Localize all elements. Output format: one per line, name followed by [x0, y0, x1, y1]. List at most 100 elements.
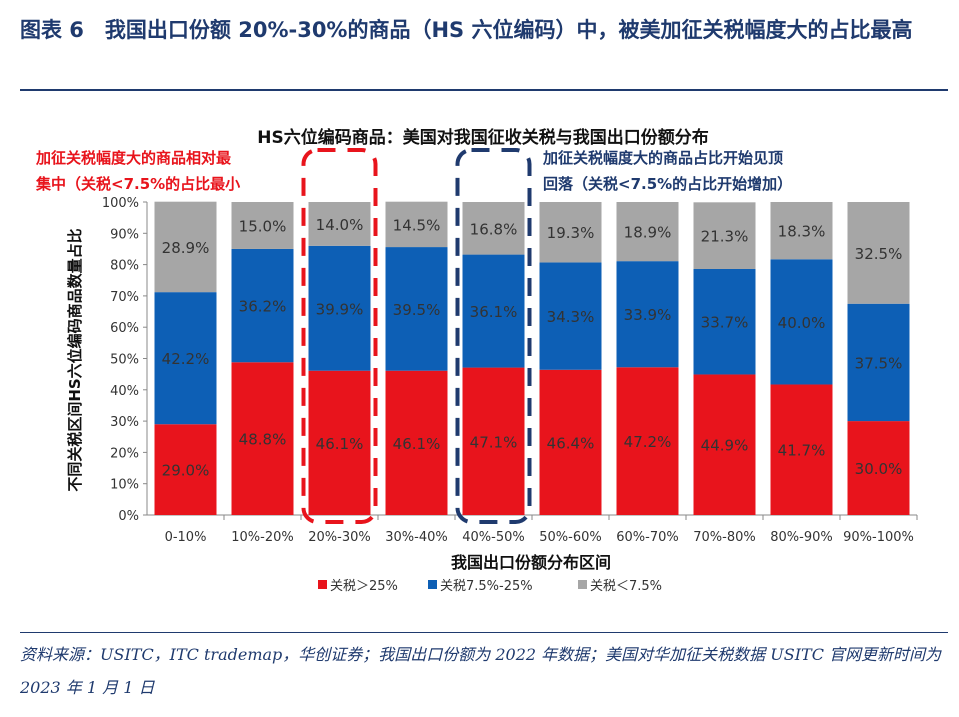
bar-segment: [770, 259, 833, 385]
bar-segment: [847, 421, 910, 515]
data-label: 33.9%: [624, 306, 672, 324]
data-label: 46.4%: [547, 434, 595, 452]
data-label: 33.7%: [701, 314, 749, 332]
bar-segment: [693, 202, 756, 269]
bar-segment: [462, 367, 525, 515]
legend-label: 关税7.5%-25%: [440, 579, 533, 594]
x-tick-label: 80%-90%: [770, 530, 832, 545]
x-tick-label: 50%-60%: [539, 530, 601, 545]
y-tick-label: 0%: [118, 509, 139, 524]
y-tick-label: 80%: [110, 259, 139, 274]
x-tick-label: 0-10%: [165, 530, 207, 545]
data-label: 47.2%: [624, 433, 672, 451]
data-label: 40.0%: [778, 314, 826, 332]
data-label: 36.1%: [470, 303, 518, 321]
data-label: 41.7%: [778, 442, 826, 460]
data-label: 37.5%: [855, 354, 903, 372]
source-note: 资料来源：USITC，ITC trademap，华创证券；我国出口份额为 202…: [20, 645, 942, 697]
y-tick-label: 30%: [110, 415, 139, 430]
bar-segment: [308, 202, 371, 246]
legend: 关税＞25% 关税7.5%-25% 关税＜7.5%: [318, 579, 662, 594]
data-label: 16.8%: [470, 220, 518, 238]
data-label: 36.2%: [239, 298, 287, 316]
bar-segment: [385, 370, 448, 515]
y-tick-label: 50%: [110, 353, 139, 368]
bar-segment: [539, 262, 602, 370]
bar-segment: [385, 247, 448, 371]
data-label: 15.0%: [239, 217, 287, 235]
data-label: 39.9%: [316, 300, 364, 318]
bar-segment: [693, 268, 756, 375]
data-label: 48.8%: [239, 431, 287, 449]
bar-segment: [308, 245, 371, 371]
bar-segment: [847, 303, 910, 422]
bar-segment: [462, 254, 525, 368]
bar-segment: [154, 201, 217, 293]
data-label: 44.9%: [701, 437, 749, 455]
data-label: 47.1%: [470, 433, 518, 451]
y-tick-label: 10%: [110, 478, 139, 493]
x-tick-label: 10%-20%: [231, 530, 293, 545]
y-tick-label: 40%: [110, 384, 139, 399]
data-label: 19.3%: [547, 224, 595, 242]
header-rule: [20, 89, 948, 91]
annotation-right-line1: 加征关税幅度大的商品占比开始见顶: [542, 149, 783, 167]
bar-segment: [308, 370, 371, 515]
bar-segment: [462, 202, 525, 255]
footer-rule: [20, 632, 948, 633]
bar-segment: [616, 202, 679, 262]
annotation-right-line2: 回落（关税<7.5%的占比开始增加）: [543, 175, 792, 193]
legend-label: 关税＞25%: [330, 579, 398, 594]
legend-swatch: [318, 580, 327, 589]
data-label: 39.5%: [393, 301, 441, 319]
highlight-boxes: [301, 148, 532, 524]
data-label: 42.2%: [162, 350, 210, 368]
data-label: 32.5%: [855, 245, 903, 263]
highlight-box: [455, 148, 532, 524]
x-tick-label: 20%-30%: [308, 530, 370, 545]
bar-segment: [154, 424, 217, 515]
bar-segment: [616, 367, 679, 515]
x-tick-label: 70%-80%: [693, 530, 755, 545]
data-label: 18.9%: [624, 224, 672, 242]
y-axis-label: 不同关税区间HS六位编码商品数量占比: [66, 228, 84, 491]
data-label: 14.5%: [393, 216, 441, 234]
annotation-left-line1: 加征关税幅度大的商品相对最: [35, 149, 232, 167]
bar-segment: [539, 369, 602, 515]
legend-swatch: [578, 580, 587, 589]
bar-segment: [231, 202, 294, 249]
bar-segment: [154, 292, 217, 425]
y-tick-label: 90%: [110, 227, 139, 242]
bar-segment: [539, 202, 602, 263]
figure-title: 图表 6 我国出口份额 20%-30%的商品（HS 六位编码）中，被美加征关税幅…: [20, 18, 913, 42]
data-label: 46.1%: [316, 435, 364, 453]
chart: HS六位编码商品：美国对我国征收关税与我国出口份额分布 加征关税幅度大的商品相对…: [35, 127, 918, 594]
annotation-left-line2: 集中（关税<7.5%的占比最小: [35, 175, 240, 193]
y-tick-label: 70%: [110, 290, 139, 305]
y-tick-label: 60%: [110, 321, 139, 336]
chart-title: HS六位编码商品：美国对我国征收关税与我国出口份额分布: [257, 127, 708, 148]
data-label: 34.3%: [547, 308, 595, 326]
bar-segment: [616, 261, 679, 368]
bar-segment: [770, 202, 833, 260]
data-label: 29.0%: [162, 462, 210, 480]
data-label: 46.1%: [393, 435, 441, 453]
legend-label: 关税＜7.5%: [590, 579, 662, 594]
bar-segment: [385, 201, 448, 248]
x-tick-label: 60%-70%: [616, 530, 678, 545]
data-label: 21.3%: [701, 228, 749, 246]
highlight-box: [301, 148, 378, 524]
bar-segment: [770, 384, 833, 515]
bar-segment: [693, 374, 756, 515]
x-axis-label: 我国出口份额分布区间: [451, 553, 611, 572]
legend-swatch: [428, 580, 437, 589]
bar-segment: [847, 202, 910, 304]
data-label: 18.3%: [778, 223, 826, 241]
data-label: 14.0%: [316, 216, 364, 234]
x-tick-label: 40%-50%: [462, 530, 524, 545]
bars: 29.0% 42.2% 28.9% 48.8% 36.2% 15.0% 46.1% 39.9%…: [154, 201, 910, 515]
y-tick-label: 100%: [102, 196, 139, 211]
bar-segment: [231, 362, 294, 515]
data-label: 30.0%: [855, 460, 903, 478]
